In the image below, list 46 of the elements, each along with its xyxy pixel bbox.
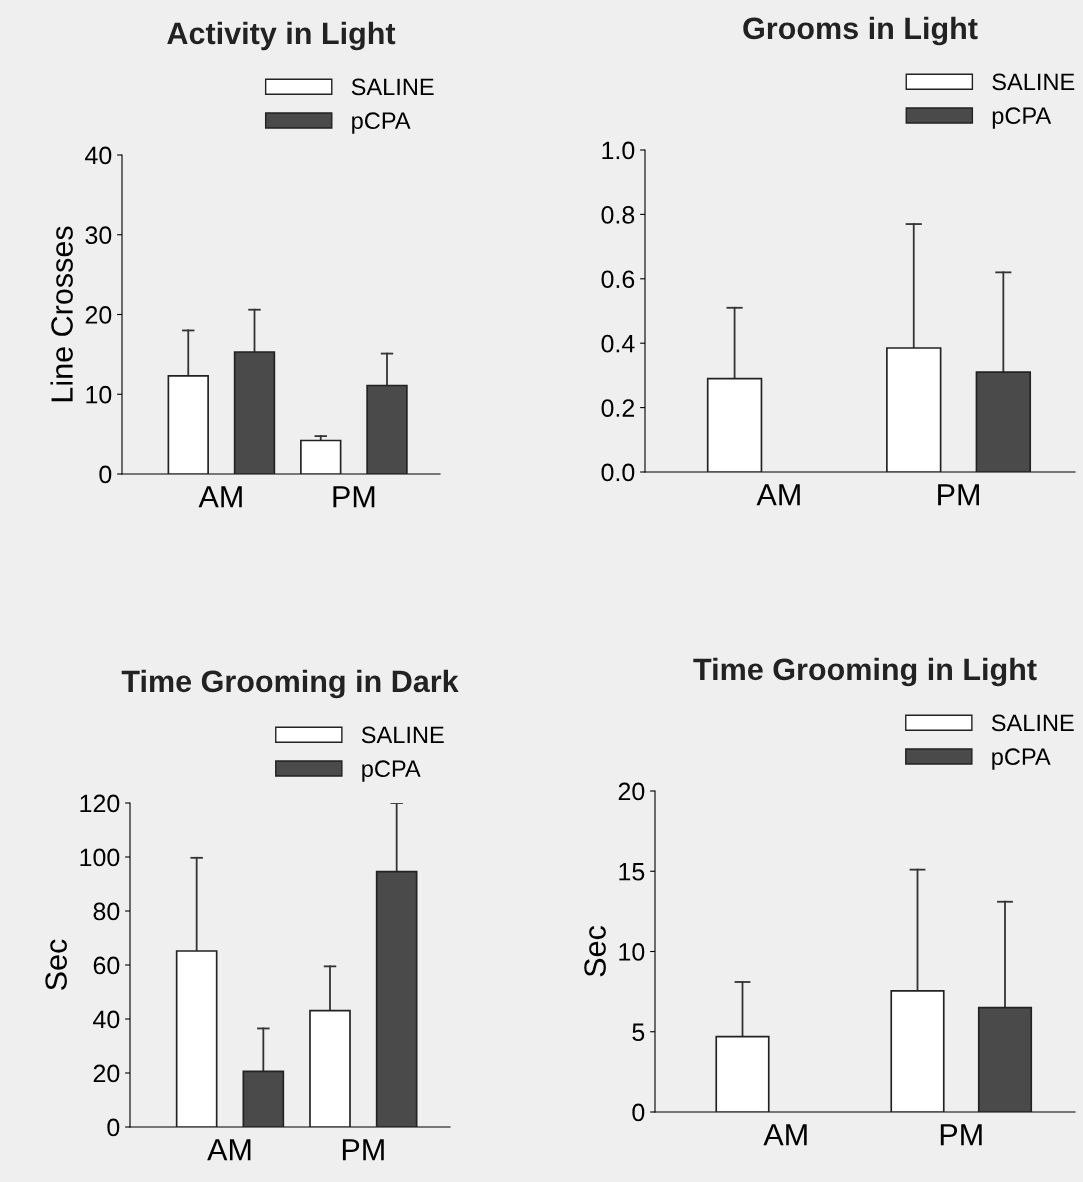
y-tick-label: 30 <box>85 226 112 245</box>
chart-title: Time Grooming in Light <box>693 657 1037 687</box>
y-tick-label: 0 <box>99 465 112 484</box>
y-tick-label: 20 <box>618 782 645 801</box>
y-tick-label: 120 <box>80 794 120 813</box>
chart-title: Activity in Light <box>167 21 396 51</box>
y-tick-label: 10 <box>86 385 112 404</box>
x-tick-label: PM <box>342 1139 384 1161</box>
y-tick-label: 0 <box>107 1118 120 1137</box>
x-tick-label: AM <box>198 486 242 508</box>
y-tick-label: 1.0 <box>602 141 635 160</box>
y-tick-label: 100 <box>80 848 120 867</box>
y-tick-label: 0.2 <box>601 399 635 417</box>
legend-label: pCPA <box>992 107 1052 129</box>
y-axis-title: Line Crosses <box>50 226 73 402</box>
x-tick-label: AM <box>763 1124 807 1146</box>
y-tick-label: 60 <box>93 956 120 975</box>
legend-label: pCPA <box>992 748 1051 770</box>
y-tick-label: 20 <box>93 1064 120 1083</box>
y-tick-label: 0.6 <box>601 270 635 289</box>
y-tick-label: 0 <box>632 1103 645 1122</box>
y-tick-label: 40 <box>85 146 112 165</box>
y-tick-label: 80 <box>93 902 120 921</box>
y-tick-label: 40 <box>93 1010 120 1029</box>
x-tick-label: AM <box>207 1139 251 1161</box>
chart-title: Time Grooming in Dark <box>121 669 459 699</box>
y-tick-label: 15 <box>619 863 645 881</box>
y-tick-label: 5 <box>632 1023 645 1042</box>
legend-label: SALINE <box>992 73 1075 91</box>
y-tick-label: 0.4 <box>601 334 635 353</box>
y-tick-label: 0.8 <box>601 206 635 224</box>
legend-label: SALINE <box>361 726 444 744</box>
x-tick-label: PM <box>940 1124 982 1146</box>
x-tick-label: PM <box>938 484 979 506</box>
legend-label: SALINE <box>351 78 434 96</box>
chart-title: Grooms in Light <box>743 16 978 46</box>
y-tick-label: 20 <box>85 306 112 324</box>
legend-label: pCPA <box>362 760 421 782</box>
y-axis-title: Sec <box>584 925 606 977</box>
y-axis-title: Sec <box>45 939 67 990</box>
y-tick-label: 0.0 <box>601 463 635 482</box>
y-tick-label: 10 <box>619 943 645 961</box>
legend-label: SALINE <box>991 714 1074 732</box>
x-tick-label: AM <box>756 484 800 506</box>
x-tick-label: PM <box>333 486 375 508</box>
legend-label: pCPA <box>352 112 411 134</box>
